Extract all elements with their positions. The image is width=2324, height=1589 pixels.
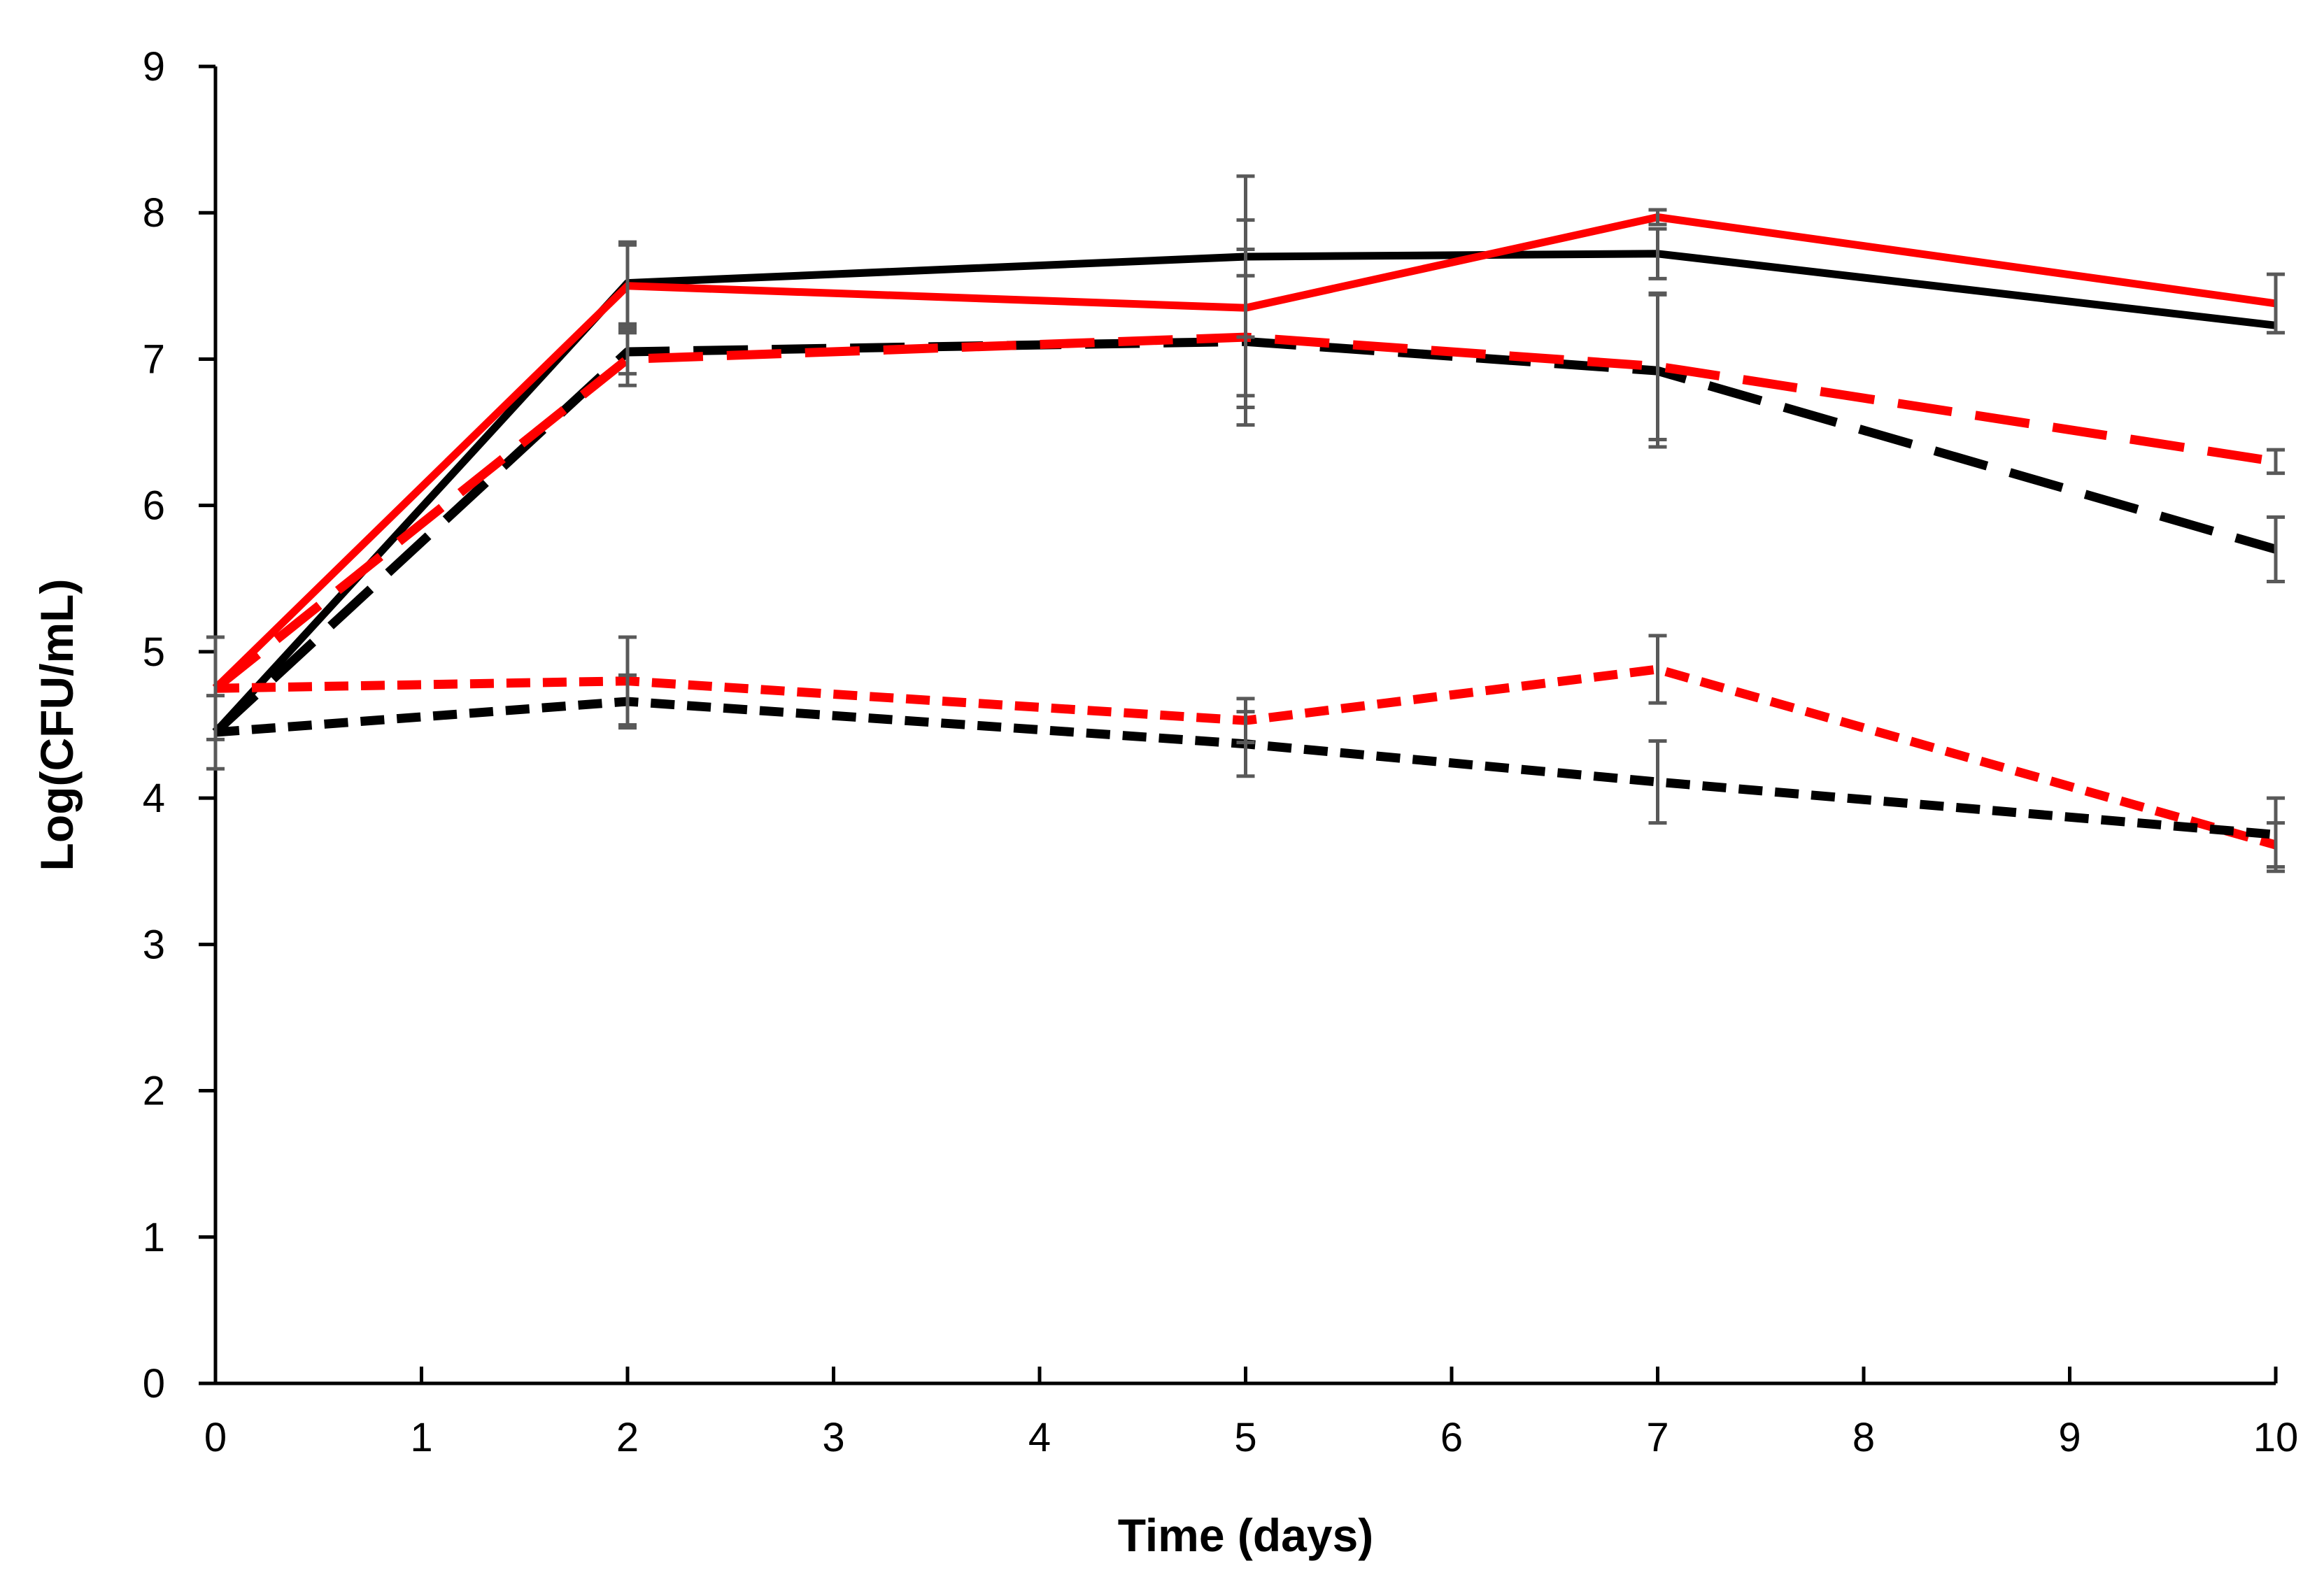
x-tick-label: 7 [1646, 1415, 1668, 1460]
y-tick-label: 1 [143, 1215, 165, 1260]
tick-labels-group: 0 1 2 3 4 5 6 7 8 9 0 1 2 3 4 5 6 7 8 9 10 [143, 44, 2299, 1460]
error-bar [1236, 710, 1255, 778]
y-tick-label: 9 [143, 44, 165, 90]
error-bars-group [206, 174, 2285, 874]
error-bar [1648, 291, 1667, 442]
error-bar [2267, 796, 2285, 874]
x-tick-label: 2 [616, 1415, 639, 1460]
x-tick-label: 4 [1028, 1415, 1051, 1460]
x-tick-label: 6 [1440, 1415, 1463, 1460]
x-axis-title: Time (days) [1118, 1509, 1374, 1561]
y-tick-label: 7 [143, 336, 165, 382]
y-tick-label: 2 [143, 1069, 165, 1114]
error-bar [206, 694, 225, 771]
y-axis-title: Log(CFU/mL) [31, 579, 83, 871]
x-tick-label: 0 [204, 1415, 227, 1460]
x-tick-label: 9 [2058, 1415, 2081, 1460]
x-tick-label: 3 [822, 1415, 844, 1460]
error-bar [618, 331, 637, 387]
y-tick-label: 0 [143, 1361, 165, 1406]
error-bar [1648, 208, 1667, 227]
x-tick-label: 5 [1234, 1415, 1256, 1460]
error-bar [1648, 739, 1667, 825]
error-bar [2267, 515, 2285, 583]
error-bar [1648, 227, 1667, 280]
y-tick-label: 8 [143, 190, 165, 236]
y-tick-label: 5 [143, 629, 165, 675]
x-tick-label: 1 [410, 1415, 432, 1460]
error-bar [618, 243, 637, 329]
error-bar [1648, 634, 1667, 705]
error-bar [1236, 248, 1255, 427]
error-bar [2267, 272, 2285, 335]
axes [199, 64, 2278, 1385]
y-tick-label: 3 [143, 922, 165, 967]
x-tick-label: 10 [2253, 1415, 2299, 1460]
x-tick-label: 8 [1852, 1415, 1875, 1460]
error-bar [618, 673, 637, 730]
y-tick-label: 4 [143, 776, 165, 821]
error-bar [2267, 448, 2285, 476]
y-tick-label: 6 [143, 483, 165, 529]
